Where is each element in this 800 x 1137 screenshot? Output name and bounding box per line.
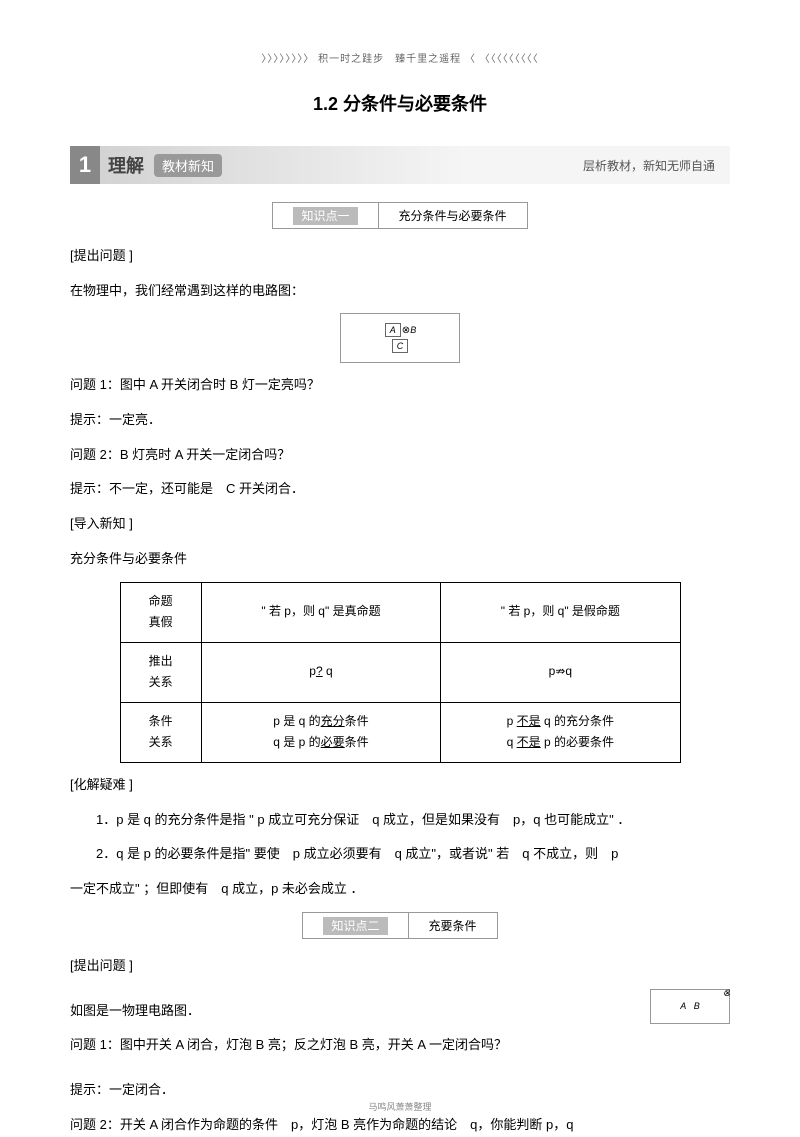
knowledge-label-cell: 知识点一 (273, 203, 378, 229)
explain-label: [化解疑难 ] (70, 773, 730, 798)
circuit-b: B (410, 325, 416, 335)
knowledge-point-1-table: 知识点一 充分条件与必要条件 (272, 202, 527, 229)
table-cell: " 若 p，则 q" 是假命题 (441, 582, 680, 642)
question-label-2: [提出问题 ] (70, 954, 730, 979)
answer-2: 提示：不一定，还可能是 C 开关闭合． (70, 477, 730, 502)
question-label: [提出问题 ] (70, 244, 730, 269)
page-footer: 马鸣风萧萧整理 (0, 1100, 800, 1113)
banner-subtitle: 层析教材，新知无师自通 (583, 157, 715, 174)
banner-number: 1 (70, 146, 100, 184)
explain-p2: 2．q 是 p 的必要条件是指" 要使 p 成立必须要有 q 成立"，或者说" … (70, 842, 730, 867)
table-row: 命题真假 " 若 p，则 q" 是真命题 " 若 p，则 q" 是假命题 (120, 582, 680, 642)
intro-text: 在物理中，我们经常遇到这样的电路图： (70, 279, 730, 304)
intro-text-2: 如图是一物理电路图． (70, 999, 730, 1024)
table-cell: p 是 q 的充分条件 q 是 p 的必要条件 (201, 702, 440, 762)
table-cell: 条件关系 (120, 702, 201, 762)
table-row: 条件关系 p 是 q 的充分条件 q 是 p 的必要条件 p 不是 q 的充分条… (120, 702, 680, 762)
circuit-diagram-2: A B (650, 989, 730, 1024)
circuit-diagram-1: A ⊗ B C (340, 313, 460, 363)
table-row: 推出关系 p? q p⇏q (120, 642, 680, 702)
condition-table: 命题真假 " 若 p，则 q" 是真命题 " 若 p，则 q" 是假命题 推出关… (120, 582, 681, 764)
answer-2-1: 提示：一定闭合． (70, 1078, 730, 1103)
knowledge-label: 知识点二 (323, 917, 387, 935)
import-title: 充分条件与必要条件 (70, 547, 730, 572)
explain-p2b: 一定不成立" ；但即使有 q 成立，p 未必会成立 ． (70, 877, 730, 902)
knowledge-content: 充分条件与必要条件 (378, 203, 527, 229)
knowledge-point-2-table: 知识点二 充要条件 (302, 912, 497, 939)
table-cell: " 若 p，则 q" 是真命题 (201, 582, 440, 642)
answer-1: 提示：一定亮． (70, 408, 730, 433)
circuit-c: C (392, 339, 409, 353)
knowledge-content: 充要条件 (408, 912, 497, 938)
question-2-2: 问题 2：开关 A 闭合作为命题的条件 p，灯泡 B 亮作为命题的结论 q，你能… (70, 1113, 730, 1137)
circuit-a: A (385, 323, 401, 337)
section-banner: 1 理解 教材新知 层析教材，新知无师自通 (70, 146, 730, 184)
banner-label: 理解 (108, 152, 144, 178)
banner-tag: 教材新知 (154, 154, 222, 177)
question-2-1: 问题 1：图中开关 A 闭合，灯泡 B 亮；反之灯泡 B 亮，开关 A 一定闭合… (70, 1033, 730, 1058)
page-header: 〉〉〉〉〉〉〉〉 积一时之跬步 臻千里之遥程 〈 〈〈〈〈〈〈〈〈〈 (70, 50, 730, 65)
knowledge-label: 知识点一 (293, 207, 357, 225)
knowledge-label-cell: 知识点二 (303, 912, 408, 938)
question-2: 问题 2：B 灯亮时 A 开关一定闭合吗？ (70, 443, 730, 468)
table-cell: 推出关系 (120, 642, 201, 702)
import-label: [导入新知 ] (70, 512, 730, 537)
table-cell: 命题真假 (120, 582, 201, 642)
explain-p1: 1．p 是 q 的充分条件是指 " p 成立可充分保证 q 成立，但是如果没有 … (70, 808, 730, 833)
table-cell: p 不是 q 的充分条件 q 不是 p 的必要条件 (441, 702, 680, 762)
table-cell: p? q (201, 642, 440, 702)
question-1: 问题 1：图中 A 开关闭合时 B 灯一定亮吗？ (70, 373, 730, 398)
page-title: 1.2 分条件与必要条件 (70, 90, 730, 116)
table-cell: p⇏q (441, 642, 680, 702)
